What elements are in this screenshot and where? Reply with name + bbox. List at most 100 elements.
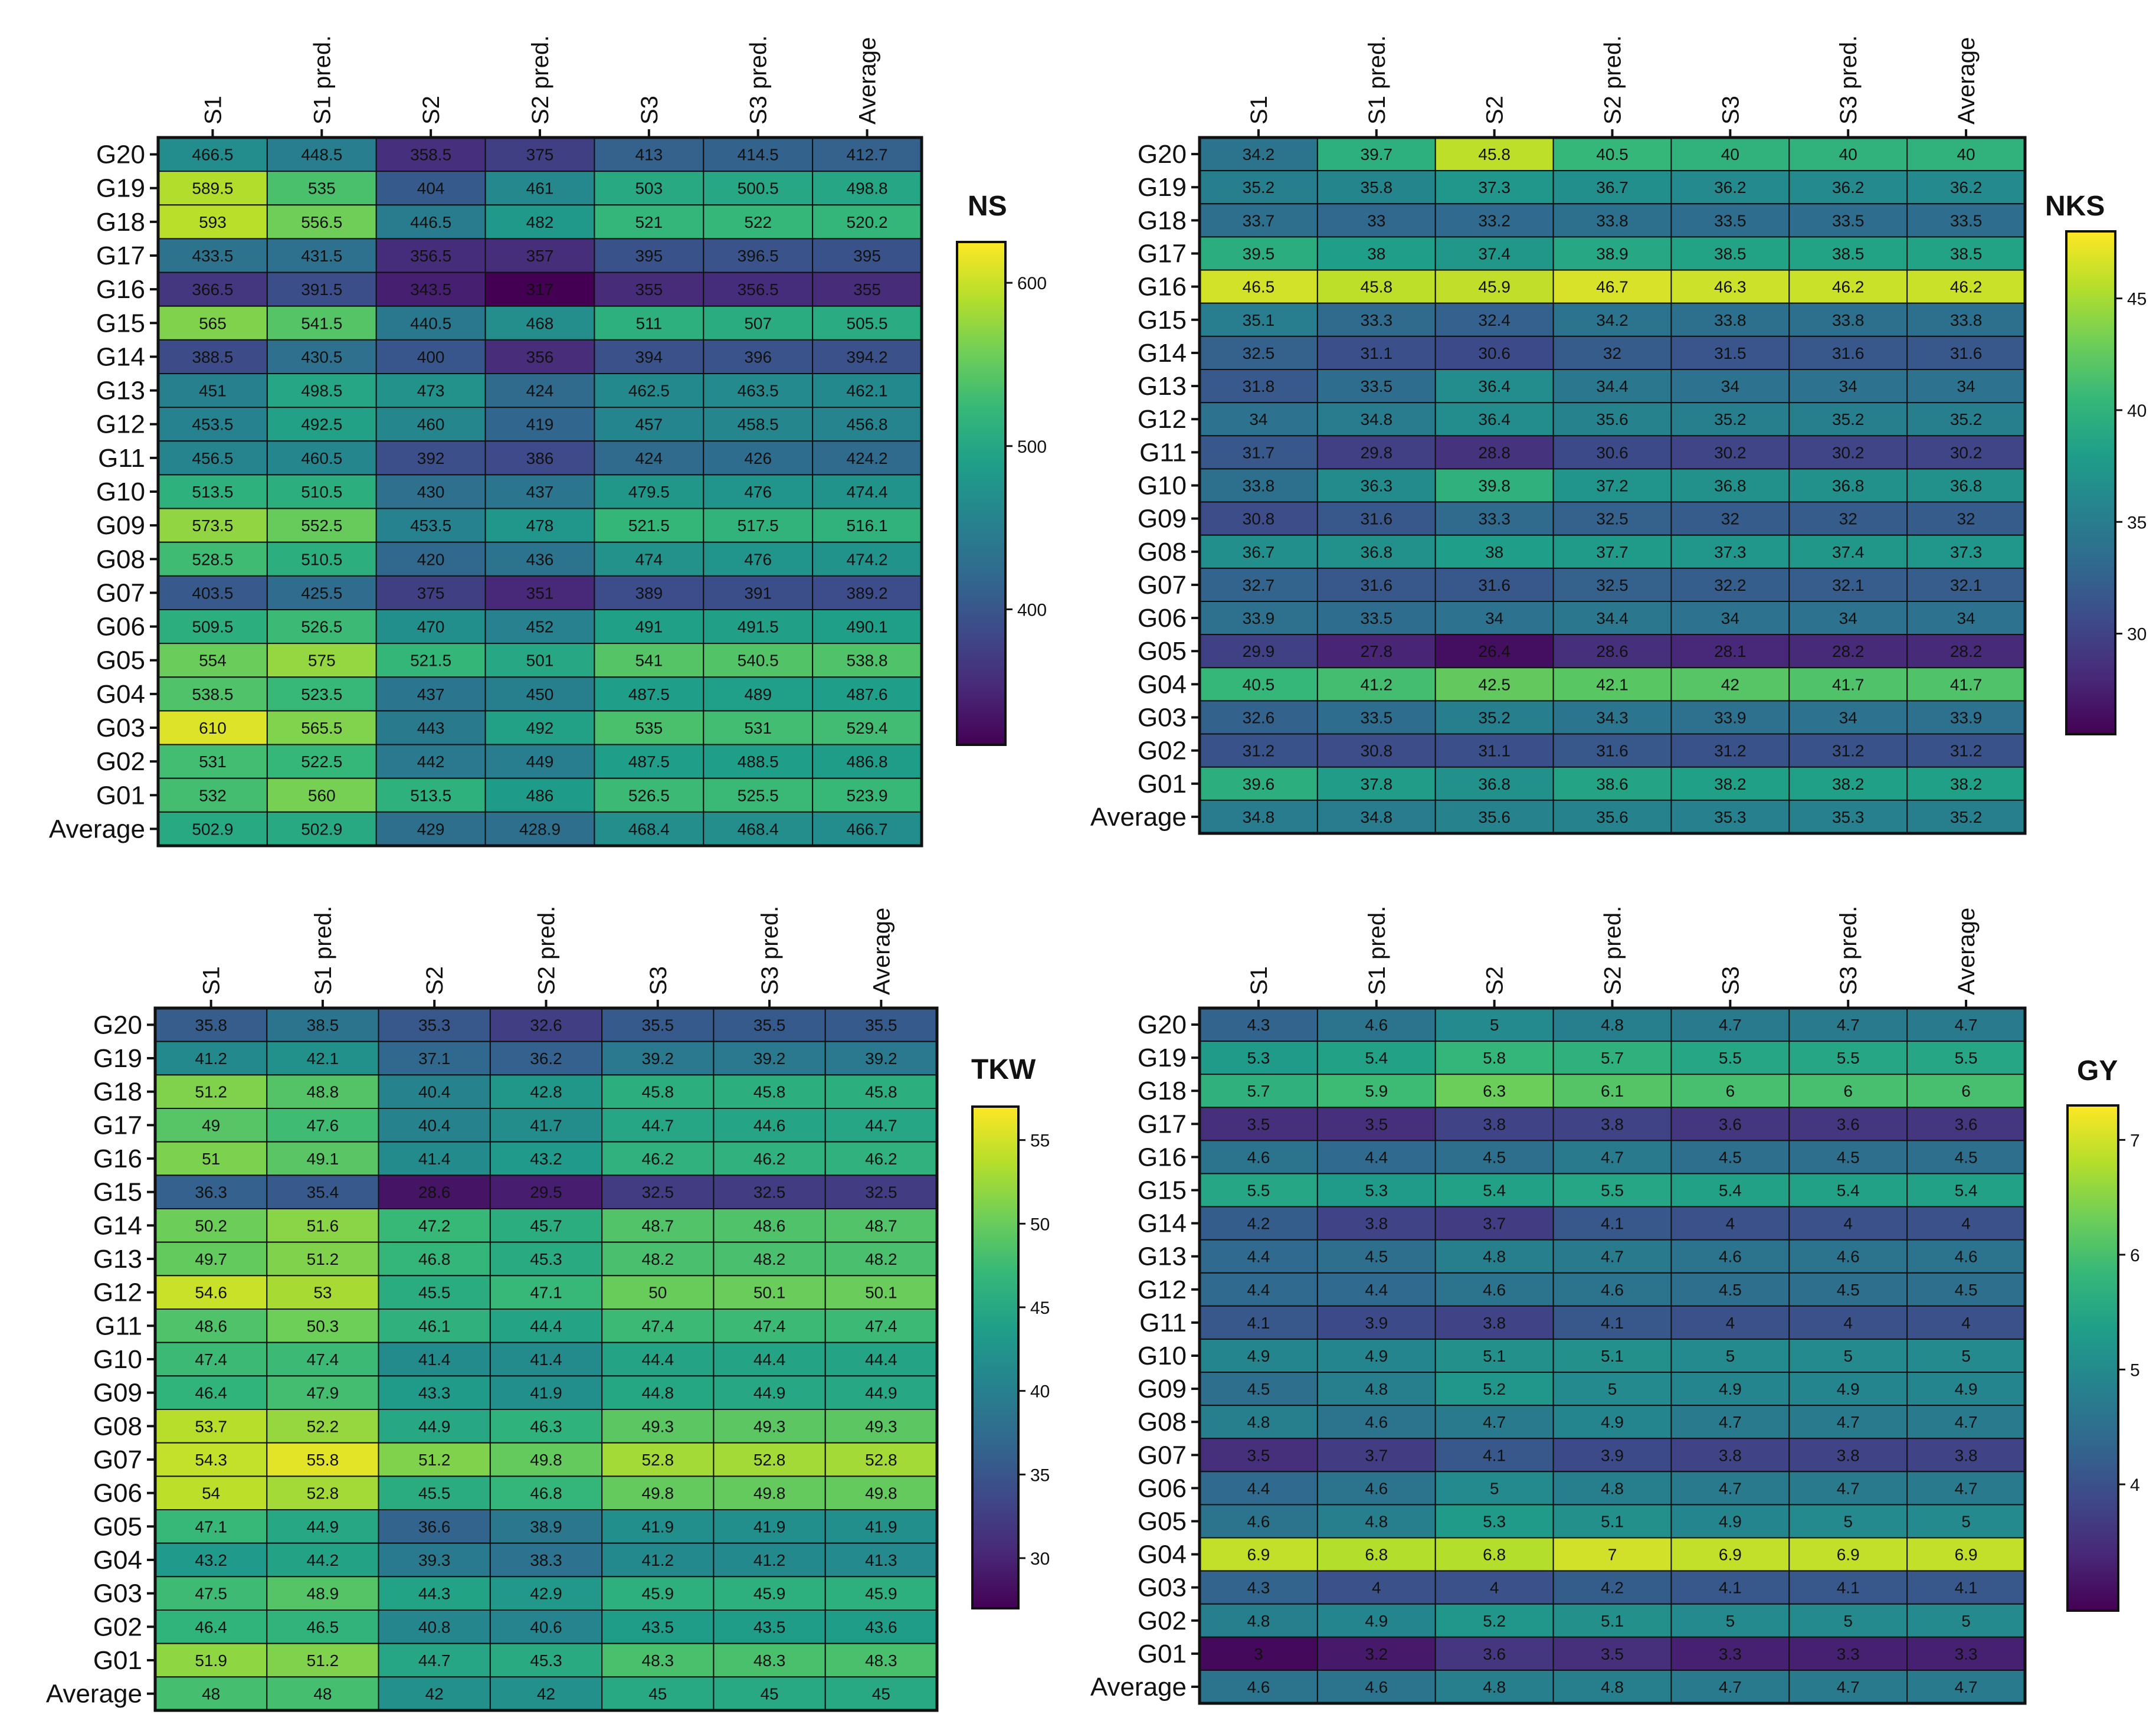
cell-value: 5 [1608,1380,1617,1398]
heatmap-cell [1434,1173,1554,1208]
heatmap-cell [375,643,486,678]
cell-value: 38.5 [1832,245,1865,263]
row-label: G19 [93,1044,142,1073]
cell-value: 3.6 [1483,1645,1506,1663]
cell-value: 31.6 [1361,576,1393,594]
heatmap-cell [1906,1471,2026,1506]
cell-value: 34 [1839,609,1857,627]
cell-value: 420 [417,550,445,568]
heatmap-cell [1906,1438,2026,1473]
colorbar-tick-label: 5 [2130,1360,2140,1380]
heatmap-cell [1552,1636,1672,1671]
column-label: S3 [1718,966,1744,995]
column-label: S2 [1482,966,1508,995]
row-label: G02 [93,1612,142,1641]
heatmap-cell [1788,799,1908,835]
row-label: G06 [1138,604,1187,633]
row-label: G15 [1138,306,1187,335]
cell-value: 5.2 [1483,1380,1506,1398]
cell-value: 5.5 [1837,1049,1860,1067]
cell-value: 473 [417,382,445,400]
cell-value: 456.8 [847,415,888,434]
cell-value: 43.6 [865,1618,897,1636]
cell-value: 5.4 [1955,1182,1978,1200]
cell-value: 42.8 [530,1083,562,1101]
cell-value: 33.9 [1950,709,1983,727]
cell-value: 28.8 [1478,443,1510,462]
heatmap-cell [158,609,268,644]
heatmap-cell [1552,700,1672,735]
heatmap-cell [158,744,268,779]
heatmap-cell [375,474,486,509]
heatmap-cell [812,609,922,644]
heatmap-cell [703,440,814,476]
heatmap-cell [713,1041,826,1076]
heatmap-cell [713,1542,826,1578]
cell-value: 44.3 [418,1585,451,1603]
column-label: S1 [1246,96,1272,125]
heatmap-cell [375,339,486,374]
cell-value: 32.4 [1478,311,1510,329]
heatmap-cell [1906,1636,2026,1671]
cell-value: 53.7 [195,1417,227,1435]
heatmap-cell [713,1576,826,1611]
heatmap-cell [378,1108,491,1143]
heatmap-cell [1906,501,2026,536]
heatmap-cell [703,575,814,610]
cell-value: 458.5 [738,415,779,434]
cell-value: 32.2 [1714,576,1747,594]
row-label: G18 [93,1078,142,1107]
cell-value: 35.2 [1243,178,1275,197]
row-label: G17 [96,241,145,270]
row-label: G17 [93,1111,142,1140]
cell-value: 3.8 [1483,1314,1506,1332]
row-label: G06 [1138,1474,1187,1503]
row-label: G09 [1138,1375,1187,1403]
cell-value: 44.9 [865,1384,897,1402]
heatmap-cell [1434,1405,1554,1439]
heatmap-cell [824,1141,938,1176]
cell-value: 44.4 [642,1350,674,1369]
cell-value: 36.2 [1950,178,1983,197]
heatmap-cell [266,1609,379,1644]
cell-value: 4.8 [1247,1612,1270,1630]
heatmap-cell [1670,1272,1790,1307]
cell-value: 4.3 [1247,1579,1270,1597]
cell-value: 4.7 [1955,1678,1978,1696]
heatmap-cell [1670,1669,1790,1704]
heatmap-cell [1906,1107,2026,1141]
cell-value: 34.4 [1596,609,1629,627]
heatmap-cell [1788,634,1908,669]
cell-value: 36.4 [1478,410,1510,428]
colorbar [2066,1104,2119,1612]
cell-value: 5 [1961,1612,1971,1630]
cell-value: 355 [853,280,881,299]
cell-value: 47.6 [307,1116,339,1134]
cell-value: 48.6 [753,1216,786,1235]
heatmap-cell [489,1275,603,1310]
cell-value: 52.8 [753,1451,786,1469]
heatmap-cell [1788,1405,1908,1439]
cell-value: 34 [1721,377,1739,395]
cell-value: 32 [1957,510,1975,528]
heatmap-cell [158,271,268,307]
cell-value: 33.5 [1832,211,1865,230]
cell-value: 52.2 [307,1417,339,1435]
cell-value: 51.2 [307,1250,339,1268]
cell-value: 39.5 [1243,245,1275,263]
heatmap-cell [1906,733,2026,768]
heatmap-cell [594,171,705,206]
cell-value: 35.3 [1832,808,1865,826]
heatmap-cell [824,1442,938,1477]
heatmap-cell [824,1409,938,1444]
heatmap-cell [594,474,705,509]
cell-value: 41.7 [1832,675,1865,693]
row-label: G10 [1138,472,1187,500]
cell-value: 4.8 [1365,1512,1388,1530]
colorbar-tick-label: 6 [2130,1246,2140,1265]
cell-value: 470 [417,618,445,636]
heatmap-cell [1788,1074,1908,1108]
cell-value: 47.9 [307,1384,339,1402]
cell-value: 391 [744,584,772,602]
column-label: Average [1954,908,1980,995]
